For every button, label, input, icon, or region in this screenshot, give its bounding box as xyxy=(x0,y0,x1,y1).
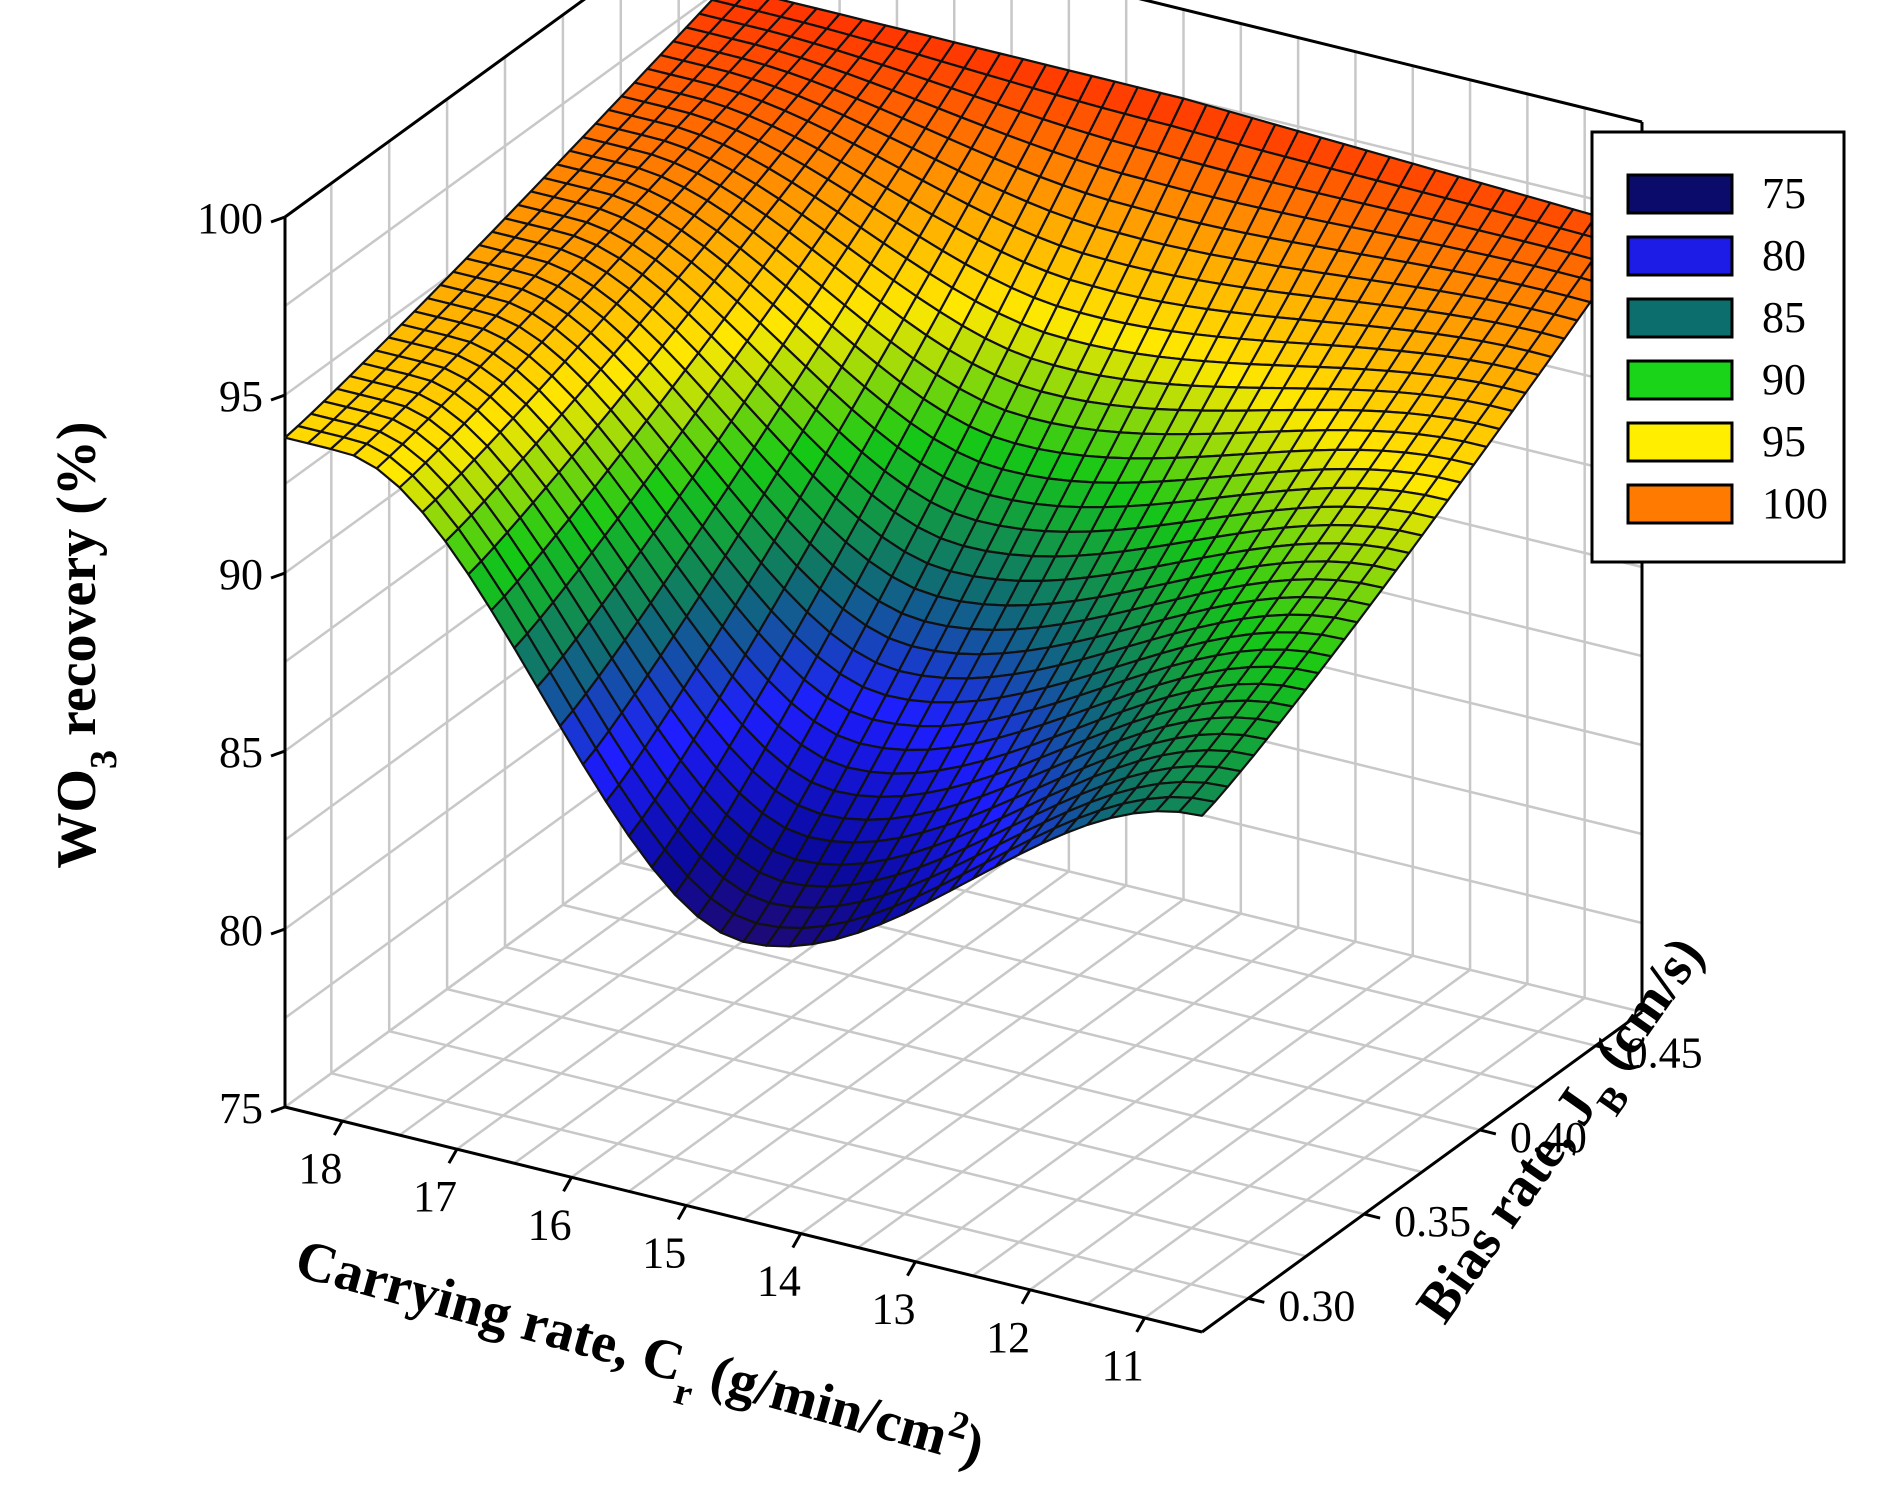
z-tick-mark xyxy=(270,215,286,224)
legend-swatch xyxy=(1626,297,1734,339)
grid-line xyxy=(504,945,1423,1174)
x-tick-label: 18 xyxy=(298,1144,342,1193)
z-tick-mark xyxy=(270,749,286,758)
z-tick-mark xyxy=(270,1105,286,1114)
x-tick-mark xyxy=(333,1120,344,1136)
tick-labels: 75 80 85 90 95 100 18 17 16 15 14 13 12 11 0.30 0.35 0.4… xyxy=(197,194,1703,1390)
legend-items: 75 80 85 90 95 100 xyxy=(1626,169,1828,528)
legend-swatch xyxy=(1626,421,1734,463)
z-tick-label: 75 xyxy=(219,1084,263,1133)
y-tick-mark xyxy=(1247,1296,1265,1304)
z-tick-mark xyxy=(270,571,286,580)
legend-label: 85 xyxy=(1762,293,1806,342)
legend-swatch xyxy=(1626,173,1734,215)
x-axis-title: Carrying rate, Cr (g/min/cm2) xyxy=(285,1223,992,1494)
x-tick-mark xyxy=(676,1204,688,1221)
legend-label: 75 xyxy=(1762,169,1806,218)
box-edge xyxy=(1138,0,1643,124)
legend-label: 90 xyxy=(1762,355,1806,404)
x-tick-mark xyxy=(562,1176,573,1193)
grid-line xyxy=(331,1072,1249,1300)
legend-swatch xyxy=(1626,359,1734,401)
y-tick-label: 0.45 xyxy=(1626,1029,1703,1078)
grid-line xyxy=(388,1029,1307,1258)
grid-line xyxy=(562,903,1481,1132)
legend-swatch xyxy=(1626,483,1734,525)
x-tick-label: 16 xyxy=(528,1200,572,1249)
x-tick-label: 14 xyxy=(757,1257,801,1306)
x-tick-mark xyxy=(1020,1289,1032,1305)
x-tick-mark xyxy=(906,1260,917,1277)
z-tick-label: 85 xyxy=(219,728,263,777)
x-tick-mark xyxy=(447,1148,459,1164)
x-tick-label: 11 xyxy=(1102,1341,1144,1390)
legend-label: 95 xyxy=(1762,417,1806,466)
y-tick-label: 0.35 xyxy=(1394,1197,1471,1246)
x-tick-label: 12 xyxy=(986,1313,1030,1362)
z-tick-mark xyxy=(270,393,286,402)
y-tick-mark xyxy=(1363,1212,1381,1220)
legend: 75 80 85 90 95 100 xyxy=(1590,130,1846,564)
x-tick-label: 13 xyxy=(871,1285,915,1334)
x-axis-line xyxy=(284,1105,1203,1334)
x-tick-mark xyxy=(1135,1317,1146,1333)
y-tick-label: 0.40 xyxy=(1510,1113,1587,1162)
z-axis-title: WO3 recovery (%) xyxy=(46,421,125,868)
grid-line xyxy=(284,0,708,308)
legend-label: 100 xyxy=(1762,479,1828,528)
grid-line xyxy=(446,987,1365,1216)
x-tick-label: 17 xyxy=(413,1172,457,1221)
y-tick-mark xyxy=(1479,1128,1497,1136)
legend-label: 80 xyxy=(1762,231,1806,280)
x-tick-label: 15 xyxy=(642,1228,686,1277)
x-tick-mark xyxy=(791,1232,803,1249)
z-tick-label: 100 xyxy=(197,194,263,243)
z-tick-label: 90 xyxy=(219,550,263,599)
y-axis-line xyxy=(1201,1010,1643,1334)
y-tick-mark xyxy=(1595,1044,1613,1052)
z-tick-label: 80 xyxy=(219,906,263,955)
z-tick-mark xyxy=(270,927,286,936)
response-surface xyxy=(283,0,1644,948)
y-tick-label: 0.30 xyxy=(1278,1281,1355,1330)
box-edge xyxy=(284,0,586,219)
y-axis-title: Bias rate, JB (cm/s) xyxy=(1404,926,1729,1344)
legend-swatch xyxy=(1626,235,1734,277)
surface-cell xyxy=(1177,796,1217,817)
z-tick-label: 95 xyxy=(219,372,263,421)
